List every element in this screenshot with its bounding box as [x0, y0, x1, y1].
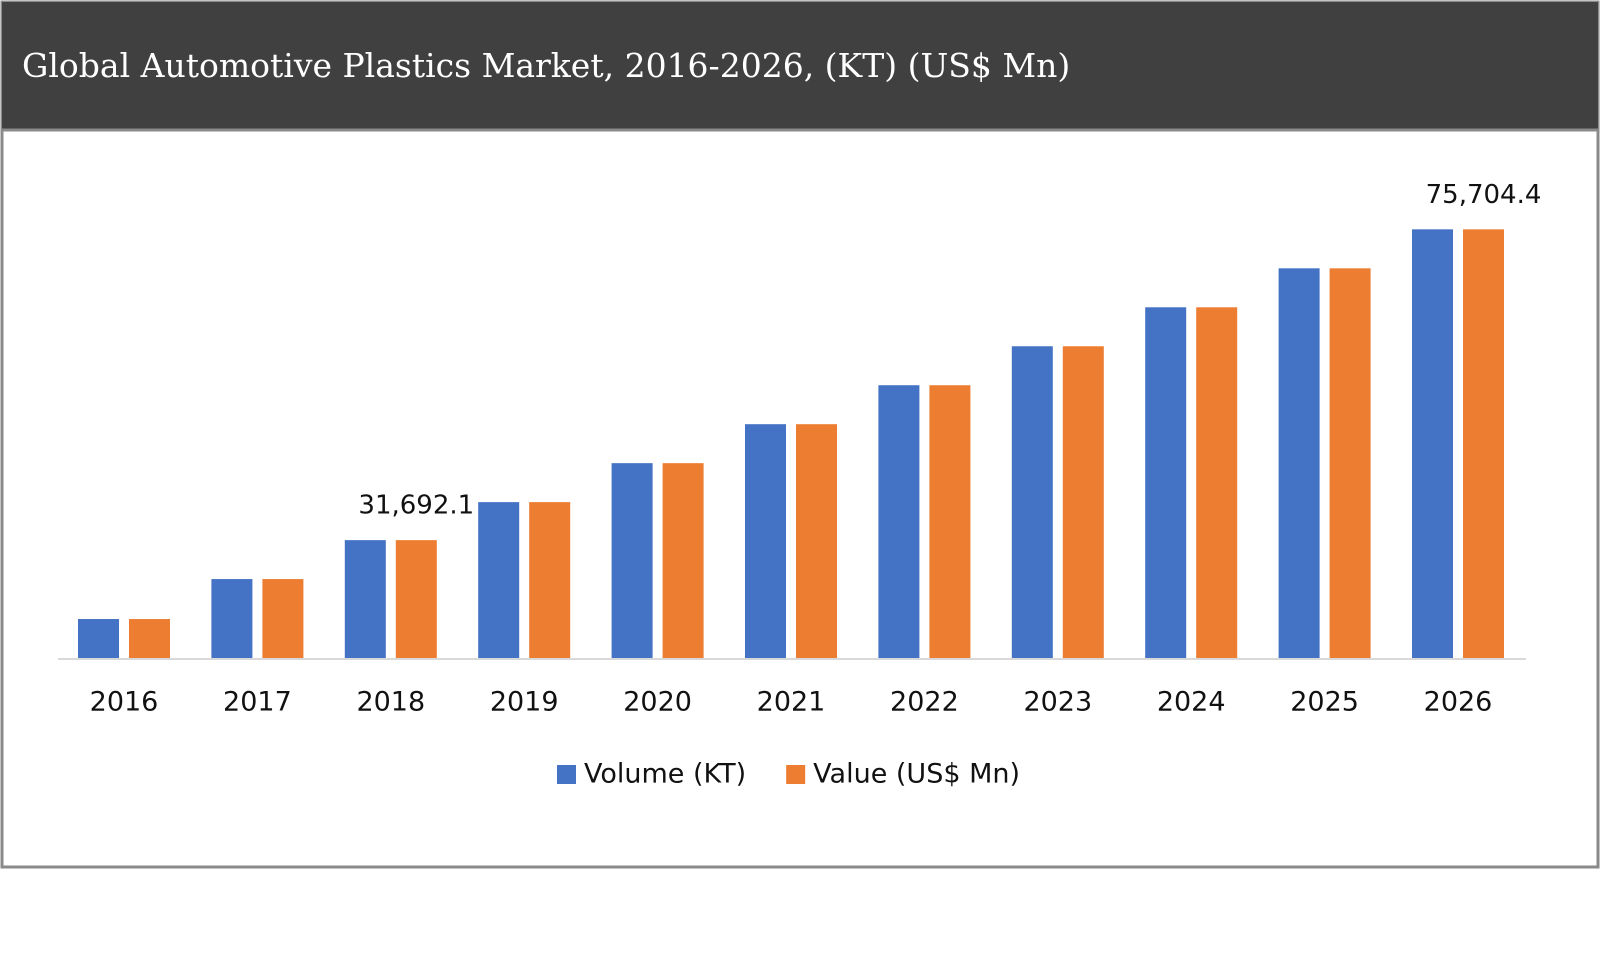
bar — [1145, 307, 1187, 658]
bar — [78, 619, 119, 658]
x-tick-label: 2026 — [1424, 687, 1493, 718]
x-tick-label: 2020 — [623, 687, 692, 718]
chart-title: Global Automotive Plastics Market, 2016-… — [22, 46, 1070, 85]
bar — [1329, 268, 1371, 658]
data-label: 75,704.4 — [1426, 180, 1542, 210]
bar — [1196, 307, 1238, 658]
bar — [878, 385, 920, 658]
bar — [745, 424, 786, 658]
bar — [1062, 346, 1104, 658]
x-tick-label: 2017 — [223, 687, 292, 718]
bar — [478, 502, 520, 658]
bar — [211, 579, 253, 658]
data-label: 31,692.1 — [358, 491, 474, 521]
x-tick-label: 2022 — [890, 687, 959, 718]
bar — [929, 385, 971, 658]
bar — [611, 463, 653, 658]
x-tick-label: 2021 — [757, 687, 826, 718]
bar — [662, 463, 704, 658]
bar — [129, 619, 170, 658]
bar — [1011, 346, 1053, 658]
bar — [1412, 229, 1453, 658]
bar — [395, 540, 437, 658]
bar — [796, 424, 837, 658]
legend-swatch — [557, 765, 576, 784]
bar — [1278, 268, 1320, 658]
bar — [262, 579, 304, 658]
x-tick-label: 2025 — [1290, 687, 1359, 718]
x-tick-label: 2023 — [1023, 687, 1092, 718]
legend-swatch — [786, 765, 806, 784]
title-bar — [2, 2, 1598, 130]
x-tick-label: 2016 — [90, 687, 159, 718]
bar — [529, 502, 571, 658]
x-tick-label: 2019 — [490, 687, 559, 718]
legend-label: Volume (KT) — [584, 759, 746, 790]
legend-label: Value (US$ Mn) — [813, 759, 1020, 790]
bar — [344, 540, 386, 658]
x-tick-label: 2024 — [1157, 687, 1226, 718]
x-tick-label: 2018 — [356, 687, 425, 718]
bar — [1463, 229, 1504, 658]
